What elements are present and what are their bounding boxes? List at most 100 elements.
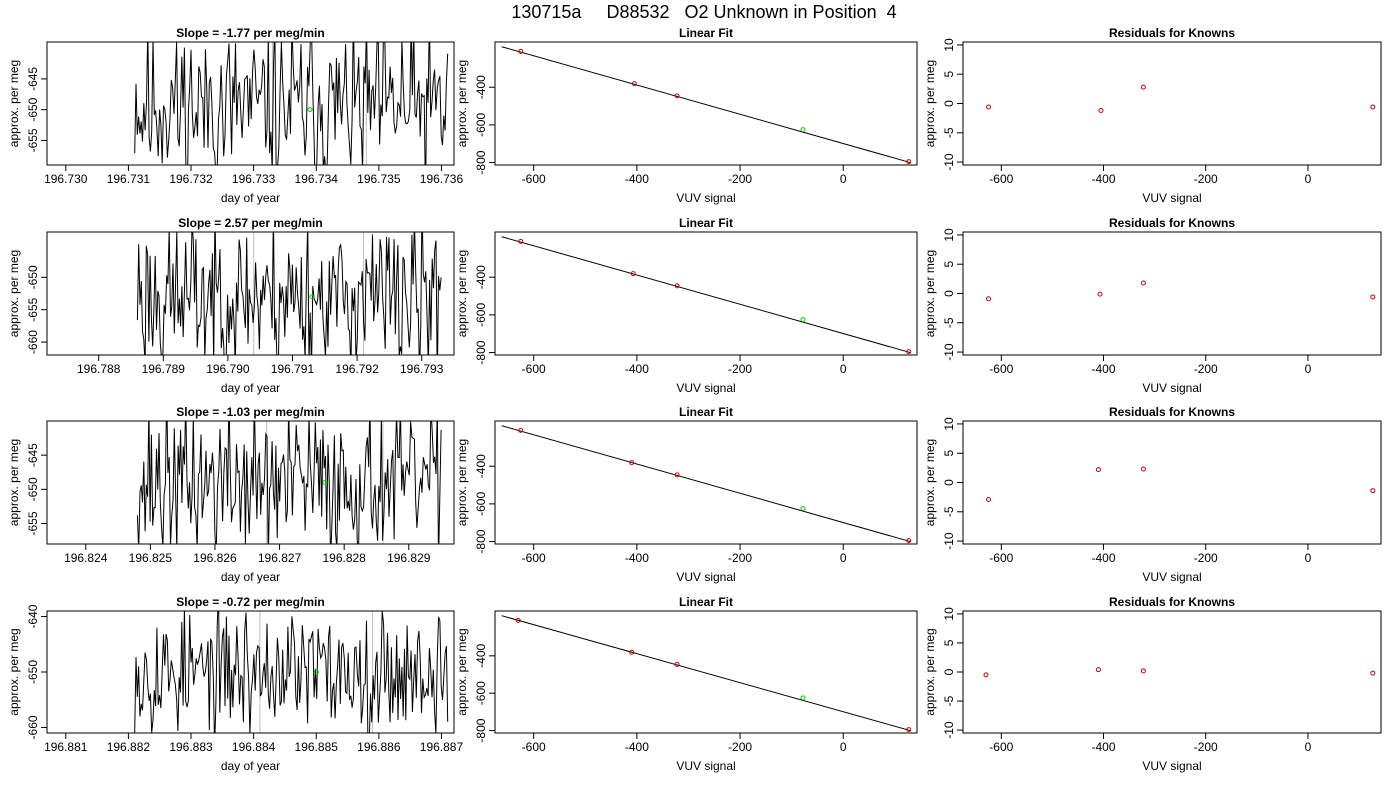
x-axis-label: VUV signal xyxy=(676,191,735,205)
y-tick-label: -600 xyxy=(474,113,488,137)
panel-1-0: Slope = 2.57 per meg/min day of year appro… xyxy=(7,216,455,395)
known-point xyxy=(1098,108,1104,114)
plot-frame xyxy=(46,231,455,356)
panel-0-0: Slope = -1.77 per meg/min day of year appr… xyxy=(7,26,464,205)
panel-1-1: Linear Fit VUV signal approx. per meg -600 -… xyxy=(455,216,918,395)
x-axis-label: day of year xyxy=(221,759,280,773)
x-tick-label: 196.827 xyxy=(258,551,302,565)
x-tick-label: -200 xyxy=(1194,740,1218,754)
panel-title: Linear Fit xyxy=(679,595,733,609)
unknown-point xyxy=(307,107,313,113)
y-axis-label: approx. per meg xyxy=(7,60,21,147)
known-point xyxy=(674,661,680,667)
y-axis-label: approx. per meg xyxy=(7,439,21,526)
x-tick-label: -400 xyxy=(1092,362,1116,376)
known-point xyxy=(906,727,912,733)
data-trace xyxy=(134,42,449,165)
x-axis-label: VUV signal xyxy=(1142,570,1201,584)
known-point xyxy=(1370,104,1376,110)
x-tick-label: -200 xyxy=(1194,551,1218,565)
y-tick-label: -600 xyxy=(474,303,488,327)
x-tick-label: 0 xyxy=(840,172,847,186)
x-tick-label: 196.736 xyxy=(420,172,464,186)
plot-area xyxy=(136,421,442,544)
plot-frame xyxy=(494,420,918,545)
x-axis-label: day of year xyxy=(221,191,280,205)
y-tick-label: -645 xyxy=(26,443,40,467)
y-axis-label: approx. per meg xyxy=(923,60,937,147)
panel-title: Residuals for Knowns xyxy=(1109,595,1235,609)
known-point xyxy=(1140,466,1146,472)
known-point xyxy=(906,349,912,355)
known-point xyxy=(906,159,912,165)
y-tick-label: 0 xyxy=(942,290,956,297)
x-tick-label: 196.732 xyxy=(169,172,213,186)
panel-1-2: Residuals for Knowns VUV signal approx. pe… xyxy=(923,216,1382,395)
x-tick-label: -400 xyxy=(625,551,649,565)
panel-0-1: Linear Fit VUV signal approx. per meg -600 -… xyxy=(455,26,918,205)
x-tick-label: -400 xyxy=(625,172,649,186)
y-tick-label: -5 xyxy=(942,506,956,517)
panel-title: Residuals for Knowns xyxy=(1109,216,1235,230)
unknown-point xyxy=(800,127,806,133)
x-tick-label: 196.885 xyxy=(295,740,339,754)
y-tick-label: 0 xyxy=(942,668,956,675)
y-tick-label: 5 xyxy=(942,450,956,457)
x-axis-label: VUV signal xyxy=(1142,191,1201,205)
y-tick-label: -400 xyxy=(474,644,488,668)
plot-area xyxy=(986,466,1376,502)
x-tick-label: -400 xyxy=(1092,172,1116,186)
plot-frame xyxy=(962,610,1382,734)
y-tick-label: -600 xyxy=(474,492,488,516)
x-tick-label: 196.734 xyxy=(295,172,339,186)
x-tick-label: 196.886 xyxy=(357,740,401,754)
y-axis-label: approx. per meg xyxy=(923,628,937,715)
panel-2-2: Residuals for Knowns VUV signal approx. pe… xyxy=(923,405,1382,584)
plot-frame xyxy=(494,41,918,166)
known-point xyxy=(1140,668,1146,674)
x-axis-label: VUV signal xyxy=(676,759,735,773)
y-tick-label: -650 xyxy=(26,265,40,289)
plot-area xyxy=(501,425,912,544)
panel-0-2: Residuals for Knowns VUV signal approx. pe… xyxy=(923,26,1382,205)
x-tick-label: 196.825 xyxy=(129,551,173,565)
y-tick-label: 10 xyxy=(942,417,956,431)
plot-area xyxy=(501,615,912,733)
known-point xyxy=(983,672,989,678)
x-tick-label: 196.793 xyxy=(400,362,444,376)
x-tick-label: 196.828 xyxy=(322,551,366,565)
x-tick-label: 196.790 xyxy=(206,362,250,376)
x-tick-label: 196.824 xyxy=(64,551,108,565)
y-tick-label: 0 xyxy=(942,479,956,486)
x-tick-label: -600 xyxy=(989,362,1013,376)
panel-2-1: Linear Fit VUV signal approx. per meg -600 -… xyxy=(455,405,918,584)
x-tick-label: 196.730 xyxy=(44,172,88,186)
y-tick-label: -10 xyxy=(942,532,956,550)
unknown-point xyxy=(309,294,315,300)
y-axis-label: approx. per meg xyxy=(7,250,21,337)
x-tick-label: 0 xyxy=(1305,172,1312,186)
x-tick-label: -400 xyxy=(625,740,649,754)
y-tick-label: -655 xyxy=(26,297,40,321)
known-point xyxy=(1370,670,1376,676)
known-point xyxy=(518,427,524,433)
x-tick-label: 196.882 xyxy=(107,740,151,754)
known-point xyxy=(986,296,992,302)
x-tick-label: 0 xyxy=(1305,362,1312,376)
x-axis-label: VUV signal xyxy=(1142,759,1201,773)
x-tick-label: -400 xyxy=(1092,740,1116,754)
known-point xyxy=(1140,84,1146,90)
x-tick-label: 0 xyxy=(840,551,847,565)
x-tick-label: -600 xyxy=(989,172,1013,186)
y-tick-label: -655 xyxy=(26,511,40,535)
plot-frame xyxy=(494,610,918,734)
plot-frame xyxy=(494,231,918,356)
x-tick-label: -200 xyxy=(728,362,752,376)
y-tick-label: -650 xyxy=(26,477,40,501)
y-axis-label: approx. per meg xyxy=(923,439,937,526)
y-tick-label: -660 xyxy=(26,715,40,739)
y-tick-label: -10 xyxy=(942,153,956,171)
main-title: 130715a D88532 O2 Unknown in Position 4 xyxy=(511,2,896,22)
panel-title: Slope = -1.03 per meg/min xyxy=(176,405,324,419)
